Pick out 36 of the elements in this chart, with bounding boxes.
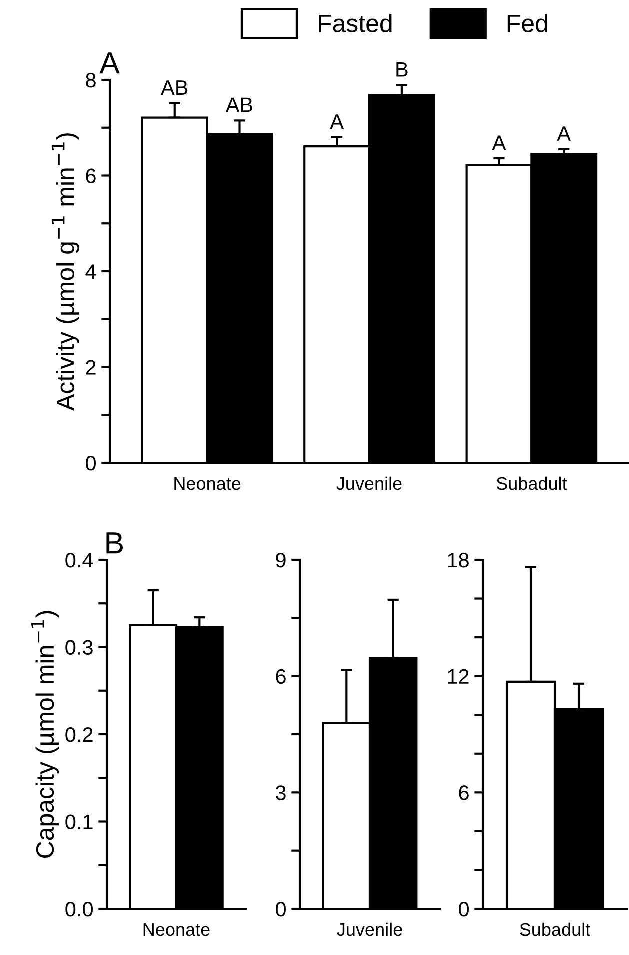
y-tick-label: 0.3 — [66, 640, 93, 656]
y-tick-label: 4 — [86, 264, 96, 280]
x-tick-label: Neonate — [144, 924, 210, 936]
y-tick-label: 0 — [459, 902, 469, 917]
data-label: AB — [226, 98, 253, 112]
y-tick-label: 0 — [276, 902, 286, 917]
legend-label: Fasted — [319, 14, 392, 32]
y-tick-label: 9 — [276, 553, 286, 568]
y-tick-label: 6 — [276, 669, 286, 684]
y-tick-label: 0.2 — [66, 728, 93, 742]
data-label: B — [396, 62, 408, 77]
y-tick-label: 2 — [86, 360, 96, 375]
legend-label: Fed — [508, 14, 548, 32]
data-label: A — [492, 136, 506, 150]
x-tick-label: Subadult — [496, 476, 568, 490]
y-axis-title: Activity (µmol g$^{−1}$ min$^{−1}$) — [52, 134, 80, 411]
y-tick-label: 18 — [448, 553, 469, 568]
y-tick-label: 6 — [459, 786, 469, 800]
x-tick-label: Juvenile — [337, 922, 402, 936]
text: B — [106, 532, 123, 554]
y-tick-label: 0.1 — [66, 814, 93, 830]
x-tick-label: Subadult — [520, 922, 591, 936]
y-tick-label: 3 — [276, 786, 286, 800]
y-tick-label: 0.4 — [66, 553, 94, 568]
y-tick-label: 8 — [86, 73, 96, 88]
x-tick-label: Juvenile — [336, 476, 402, 490]
text: A — [100, 52, 120, 74]
y-tick-label: 12 — [448, 669, 469, 684]
y-tick-label: 6 — [86, 168, 96, 184]
data-label: A — [557, 126, 572, 141]
data-label: AB — [161, 80, 188, 95]
y-axis-title: Capacity (µmol min$^{−1}$) — [32, 611, 60, 858]
data-label: A — [330, 114, 344, 129]
y-tick-label: 0 — [86, 456, 96, 471]
y-tick-label: 0.0 — [66, 902, 93, 917]
x-tick-label: Neonate — [174, 478, 241, 490]
